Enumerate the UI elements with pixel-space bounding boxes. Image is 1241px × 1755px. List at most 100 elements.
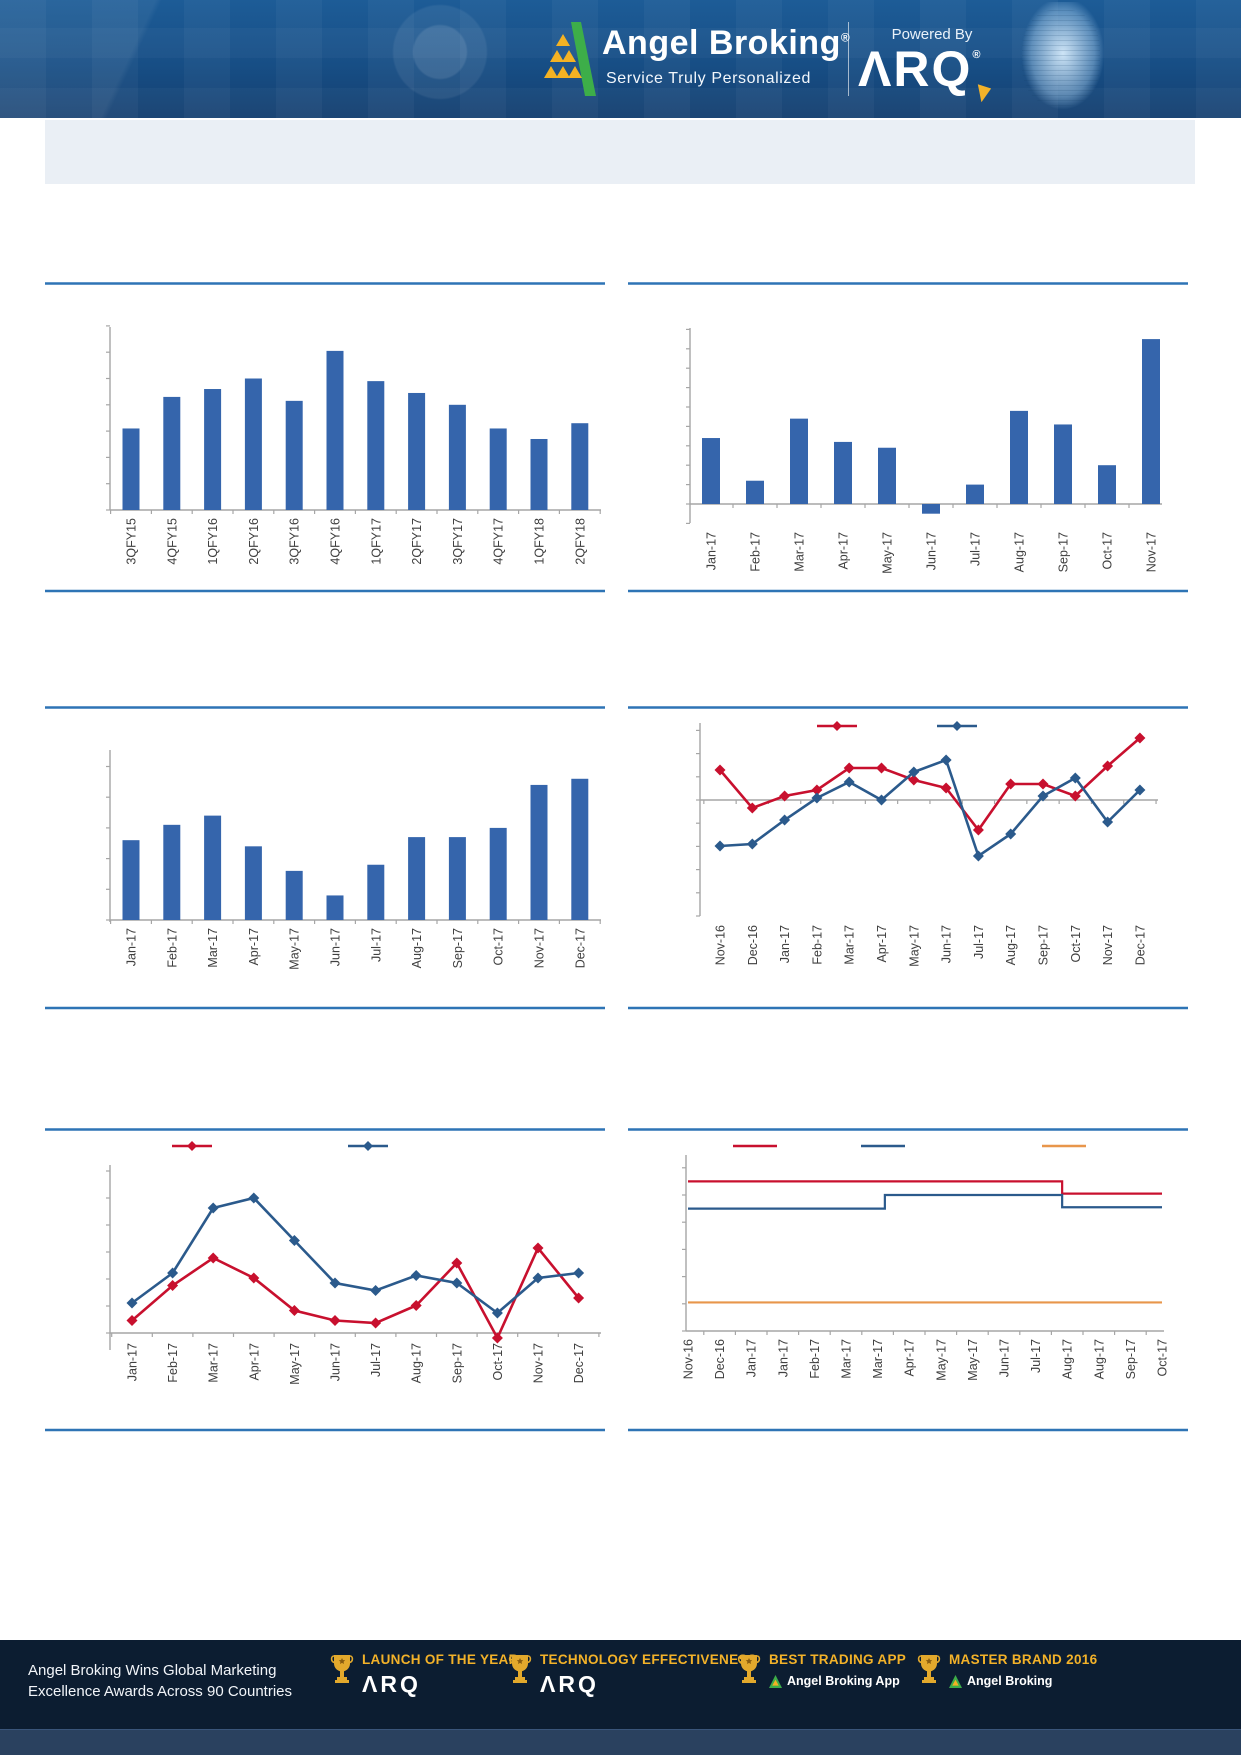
footer-bar [0, 1640, 1241, 1729]
svg-text:Apr-17: Apr-17 [247, 1343, 261, 1381]
svg-text:Sep-17: Sep-17 [1124, 1339, 1138, 1379]
svg-text:2QFY16: 2QFY16 [247, 518, 261, 565]
award-launch-of-the-year: LAUNCH OF THE YEAR ΛRQ [330, 1652, 519, 1698]
svg-text:4QFY15: 4QFY15 [165, 518, 179, 565]
footer-headline: Angel Broking Wins Global Marketing Exce… [28, 1660, 292, 1702]
award-master-brand-2016: MASTER BRAND 2016 Angel Broking [917, 1652, 1097, 1695]
svg-text:Jul-17: Jul-17 [969, 532, 983, 566]
svg-text:Jan-17: Jan-17 [778, 925, 792, 963]
svg-text:Feb-17: Feb-17 [165, 928, 179, 968]
svg-text:Jan-17: Jan-17 [745, 1339, 759, 1377]
chart-4-line: Nov-16 Dec-16 Jan-17 Feb-17 Mar-17 Apr-17 May-… [628, 706, 1188, 1010]
arq-yellow-triangle-icon [972, 84, 992, 104]
svg-text:Jun-17: Jun-17 [329, 928, 343, 966]
chart-6-step-line: Nov-16 Dec-16 Jan-17 Jan-17 Feb-17 Mar-17 Mar-… [628, 1128, 1188, 1432]
svg-text:Nov-17: Nov-17 [1101, 925, 1115, 965]
chart-1-bar: 3QFY15 4QFY15 1QFY16 2QFY16 3QFY16 4QFY16 1QFY… [45, 282, 605, 593]
svg-text:Jul-17: Jul-17 [1029, 1339, 1043, 1373]
footer-headline-line2: Excellence Awards Across 90 Countries [28, 1683, 293, 1700]
svg-text:Jul-17: Jul-17 [369, 1343, 383, 1377]
svg-text:Jun-17: Jun-17 [998, 1339, 1012, 1377]
award-best-trading-app: BEST TRADING APP Angel Broking App [737, 1652, 906, 1695]
svg-text:Jan-17: Jan-17 [776, 1339, 790, 1377]
svg-text:May-17: May-17 [288, 1343, 302, 1385]
svg-text:Dec-17: Dec-17 [572, 1343, 586, 1383]
svg-text:Oct-17: Oct-17 [492, 928, 506, 966]
svg-text:Apr-17: Apr-17 [903, 1339, 917, 1377]
svg-text:Aug-17: Aug-17 [1013, 532, 1027, 572]
award-angel-logo-row: Angel Broking [949, 1674, 1097, 1688]
svg-text:Feb-17: Feb-17 [749, 532, 763, 572]
arq-logo: ΛRQ® [858, 41, 981, 97]
svg-text:Nov-17: Nov-17 [532, 1343, 546, 1383]
svg-text:Jan-17: Jan-17 [125, 928, 139, 966]
svg-text:Jul-17: Jul-17 [369, 928, 383, 962]
svg-text:Jul-17: Jul-17 [972, 925, 986, 959]
svg-text:Jun-17: Jun-17 [925, 532, 939, 570]
svg-text:Mar-17: Mar-17 [843, 925, 857, 965]
header-divider [848, 22, 849, 96]
svg-text:Feb-17: Feb-17 [810, 925, 824, 965]
svg-text:Nov-16: Nov-16 [714, 925, 728, 965]
angel-triangle-icon [949, 1674, 962, 1688]
svg-text:Nov-17: Nov-17 [1145, 532, 1159, 572]
svg-text:2QFY17: 2QFY17 [410, 518, 424, 565]
chart-3-bar: Jan-17 Feb-17 Mar-17 Apr-17 May-17 Jun-17 Jul-… [45, 706, 605, 1010]
brand-registered-mark: ® [840, 30, 851, 45]
svg-text:Jun-17: Jun-17 [329, 1343, 343, 1381]
award-arq-logo: ΛRQ [540, 1671, 599, 1697]
arq-registered-mark: ® [972, 49, 981, 61]
svg-text:Aug-17: Aug-17 [410, 1343, 424, 1383]
svg-text:Apr-17: Apr-17 [837, 532, 851, 570]
svg-text:1QFY17: 1QFY17 [369, 518, 383, 565]
award-title: LAUNCH OF THE YEAR [362, 1652, 519, 1667]
award-subtitle: Angel Broking App [787, 1674, 900, 1688]
svg-text:Feb-17: Feb-17 [166, 1343, 180, 1383]
powered-by-label: Powered By [891, 26, 973, 43]
title-banner [45, 120, 1195, 184]
award-title: BEST TRADING APP [769, 1652, 907, 1667]
award-angel-logo-row: Angel Broking App [769, 1674, 906, 1688]
robot-face-art [1014, 2, 1108, 114]
svg-text:Oct-17: Oct-17 [1156, 1339, 1170, 1377]
trophy-icon [737, 1654, 761, 1695]
award-title: MASTER BRAND 2016 [949, 1652, 1098, 1667]
svg-text:Aug-17: Aug-17 [1092, 1339, 1106, 1379]
svg-text:May-17: May-17 [966, 1339, 980, 1381]
svg-text:Mar-17: Mar-17 [840, 1339, 854, 1379]
svg-text:Aug-17: Aug-17 [1061, 1339, 1075, 1379]
chart-5-line: Jan-17 Feb-17 Mar-17 Apr-17 May-17 Jun-17 Jul-… [45, 1128, 605, 1432]
award-subtitle: Angel Broking [967, 1674, 1053, 1688]
svg-text:3QFY15: 3QFY15 [125, 518, 139, 565]
svg-text:Mar-17: Mar-17 [206, 928, 220, 968]
svg-text:Oct-17: Oct-17 [1101, 532, 1115, 570]
svg-text:Dec-16: Dec-16 [746, 925, 760, 965]
svg-text:Apr-17: Apr-17 [875, 925, 889, 963]
svg-text:Apr-17: Apr-17 [247, 928, 261, 966]
header-bar: Angel Broking® Service Truly Personalize… [0, 0, 1241, 118]
trophy-icon [508, 1654, 532, 1695]
trophy-icon [917, 1654, 941, 1695]
svg-text:Sep-17: Sep-17 [1057, 532, 1071, 572]
brand-name: Angel Broking [602, 24, 841, 62]
svg-text:Nov-17: Nov-17 [533, 928, 547, 968]
svg-text:3QFY17: 3QFY17 [451, 518, 465, 565]
svg-text:1QFY18: 1QFY18 [533, 518, 547, 565]
svg-text:May-17: May-17 [907, 925, 921, 967]
svg-text:Sep-17: Sep-17 [1037, 925, 1051, 965]
svg-text:Sep-17: Sep-17 [451, 928, 465, 968]
footer-bottom-strip [0, 1729, 1241, 1755]
brand-tagline: Service Truly Personalized [606, 70, 812, 87]
svg-text:Mar-17: Mar-17 [871, 1339, 885, 1379]
angel-triangle-icon [769, 1674, 782, 1688]
svg-text:May-17: May-17 [288, 928, 302, 970]
svg-text:Oct-17: Oct-17 [1069, 925, 1083, 963]
trophy-icon [330, 1654, 354, 1695]
svg-text:Jan-17: Jan-17 [126, 1343, 140, 1381]
svg-text:Dec-17: Dec-17 [1133, 925, 1147, 965]
svg-text:Nov-16: Nov-16 [682, 1339, 696, 1379]
svg-text:Mar-17: Mar-17 [793, 532, 807, 572]
svg-text:3QFY16: 3QFY16 [288, 518, 302, 565]
svg-text:Jan-17: Jan-17 [705, 532, 719, 570]
svg-text:2QFY18: 2QFY18 [573, 518, 587, 565]
